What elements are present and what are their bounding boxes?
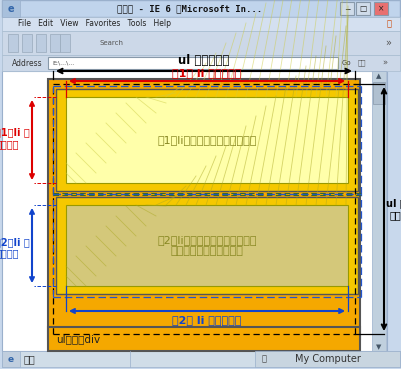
Bar [371, 71, 385, 351]
Text: □: □ [358, 4, 366, 13]
Text: ▲: ▲ [375, 73, 381, 79]
Text: E:\...\...: E:\...\... [52, 61, 74, 66]
Text: ▼: ▼ [375, 344, 381, 350]
Text: Search: Search [100, 40, 124, 46]
Bar [48, 57, 337, 69]
Bar [22, 34, 32, 52]
Bar [60, 34, 70, 52]
Bar [2, 0, 20, 17]
Bar [56, 89, 357, 191]
Bar [2, 31, 399, 55]
Bar [56, 197, 357, 294]
Text: 第1个 li 的内容宽度: 第1个 li 的内容宽度 [172, 68, 241, 78]
Text: ul 的内
容高度: ul 的内 容高度 [385, 198, 401, 220]
Text: My Computer: My Computer [294, 354, 360, 364]
Bar [2, 71, 386, 351]
Bar [2, 0, 399, 17]
Text: 第1个li 的
内容高度: 第1个li 的 内容高度 [0, 127, 30, 149]
Bar [66, 97, 347, 183]
Text: 链接: 链接 [357, 60, 366, 66]
Bar [372, 82, 384, 104]
Bar [50, 34, 60, 52]
Bar [381, 19, 395, 29]
Text: »: » [381, 59, 387, 68]
Text: Go: Go [341, 60, 351, 66]
Text: 第2个li里面的示例文字，示例文
字，示例文字，示例文字: 第2个li里面的示例文字，示例文 字，示例文字，示例文字 [157, 235, 256, 256]
Text: 第2个li 的
内容高度: 第2个li 的 内容高度 [0, 237, 30, 258]
Bar [355, 2, 369, 15]
Bar [2, 17, 399, 31]
Text: File   Edit   View   Favorites   Tools   Help: File Edit View Favorites Tools Help [18, 20, 170, 28]
Bar [2, 55, 399, 71]
Text: 🏳: 🏳 [385, 20, 391, 28]
Bar [373, 2, 387, 15]
Text: 框模型 - IE 6 （Microsoft In...: 框模型 - IE 6 （Microsoft In... [117, 4, 262, 13]
Text: e: e [8, 3, 14, 14]
Text: ─: ─ [344, 4, 348, 13]
Bar [36, 34, 46, 52]
Text: »: » [384, 38, 390, 48]
Bar [339, 2, 353, 15]
Bar [254, 351, 399, 367]
Bar [66, 205, 347, 286]
Bar [48, 79, 359, 339]
Text: 第1个li里面的示例文字示例文字: 第1个li里面的示例文字示例文字 [157, 135, 256, 145]
Bar [2, 351, 20, 367]
Text: 第2个 li 的内容宽度: 第2个 li 的内容宽度 [172, 315, 241, 325]
Text: ul 的内容宽度: ul 的内容宽度 [178, 54, 229, 67]
Text: ul下面的div: ul下面的div [56, 334, 100, 344]
Bar [8, 34, 18, 52]
Text: e: e [8, 355, 14, 363]
Bar [2, 351, 399, 367]
Text: Address: Address [12, 59, 43, 68]
Text: 🖥: 🖥 [261, 355, 266, 363]
Text: ×: × [377, 4, 383, 13]
Bar [48, 327, 359, 351]
Text: 完毕: 完毕 [24, 354, 36, 364]
